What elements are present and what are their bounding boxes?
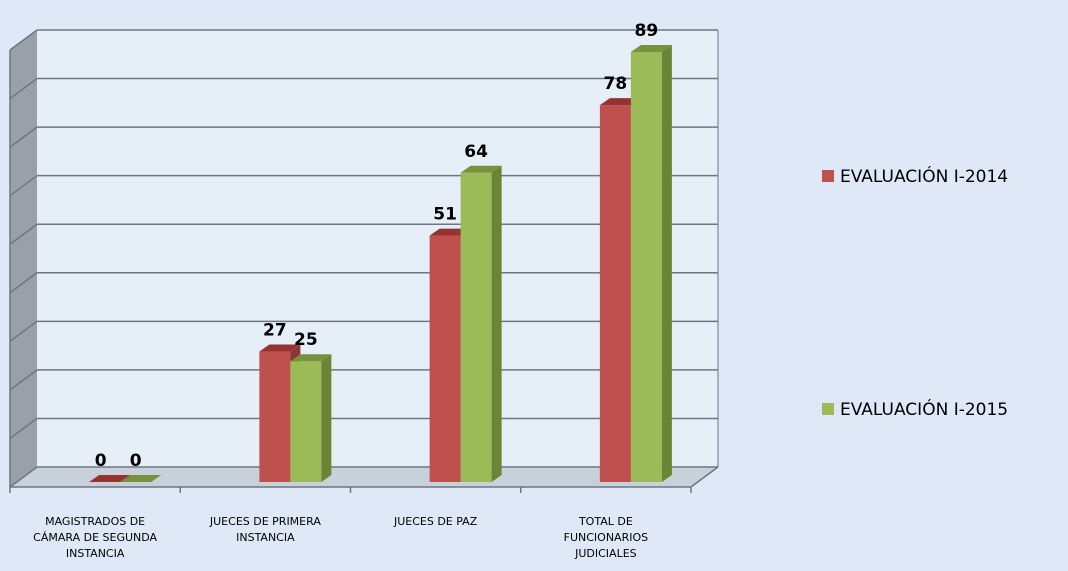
x-axis: MAGISTRADOS DE CÁMARA DE SEGUNDA INSTANCIA…	[9, 30, 719, 560]
data-label-2015-0: 0	[130, 451, 142, 471]
legend-swatch-1	[822, 403, 834, 415]
bar-2015-2	[460, 172, 492, 483]
bar-2015-1	[290, 361, 322, 482]
category-label-line: INSTANCIA	[66, 547, 125, 560]
bar-2014-0-top	[89, 475, 131, 482]
gridline-side	[9, 417, 38, 440]
data-label-2014-1: 27	[263, 321, 287, 341]
gridline-side	[9, 223, 38, 245]
gridline-side	[9, 126, 38, 148]
data-label-2014-3: 78	[604, 74, 628, 94]
category-label-line: JUDICIALES	[574, 547, 637, 560]
bar-2015-1-side	[321, 354, 332, 482]
category-label-line: JUECES DE PAZ	[393, 515, 478, 528]
bar-2014-2-top	[429, 228, 471, 236]
left-wall	[10, 30, 37, 487]
legend-label-1: EVALUACIÓN I-2015	[840, 398, 1008, 420]
bar-2015-3-side	[661, 45, 672, 482]
bar-2014-2	[429, 235, 461, 482]
bar-2014-1-top	[259, 344, 301, 352]
gridline-side	[9, 29, 38, 51]
floor	[10, 467, 718, 487]
legend-swatch-0	[822, 170, 834, 182]
gridline-side	[9, 466, 38, 488]
data-label-2015-3: 89	[635, 21, 659, 41]
gridline-side	[9, 272, 38, 294]
bar-2014-3-top	[599, 98, 641, 106]
legend: EVALUACIÓN I-2014 EVALUACIÓN I-2015	[822, 165, 1008, 420]
bar-2015-2-side	[491, 165, 502, 483]
bar-2015-3	[630, 52, 662, 482]
data-label-2015-1: 25	[294, 330, 318, 350]
category-label-line: FUNCIONARIOS	[564, 531, 648, 544]
data-label-2014-2: 51	[433, 205, 457, 225]
gridline-side	[9, 320, 38, 342]
x-axis-depth-line	[690, 466, 719, 488]
category-label-line: CÁMARA DE SEGUNDA	[33, 531, 157, 544]
legend-label-0: EVALUACIÓN I-2014	[840, 165, 1008, 187]
category-label-3: TOTAL DE FUNCIONARIOS JUDICIALES	[564, 515, 648, 560]
bar-2015-2-top	[460, 165, 502, 173]
data-labels: 0 27 51 78 0 25 64 89	[95, 21, 659, 471]
category-label-0: MAGISTRADOS DE CÁMARA DE SEGUNDA INSTANCIA	[33, 515, 157, 560]
category-label-line: INSTANCIA	[236, 531, 295, 544]
bar-2014-3	[599, 105, 631, 483]
category-label-line: MAGISTRADOS DE	[45, 515, 145, 528]
bar-2015-3-top	[630, 45, 672, 52]
category-label-2: JUECES DE PAZ	[393, 515, 478, 528]
data-label-2015-2: 64	[464, 142, 488, 162]
bar-2014-1	[259, 351, 291, 482]
gridline-side	[9, 369, 38, 391]
category-label-line: JUECES DE PRIMERA	[209, 515, 321, 528]
gridline-side	[9, 175, 38, 197]
gridline-side	[9, 77, 38, 100]
category-label-line: TOTAL DE	[578, 515, 633, 528]
bar-2015-1-top	[290, 354, 332, 362]
data-label-2014-0: 0	[95, 451, 107, 471]
bar-2015-0-top	[120, 475, 162, 482]
category-label-1: JUECES DE PRIMERA INSTANCIA	[209, 515, 321, 544]
bars	[89, 45, 672, 483]
